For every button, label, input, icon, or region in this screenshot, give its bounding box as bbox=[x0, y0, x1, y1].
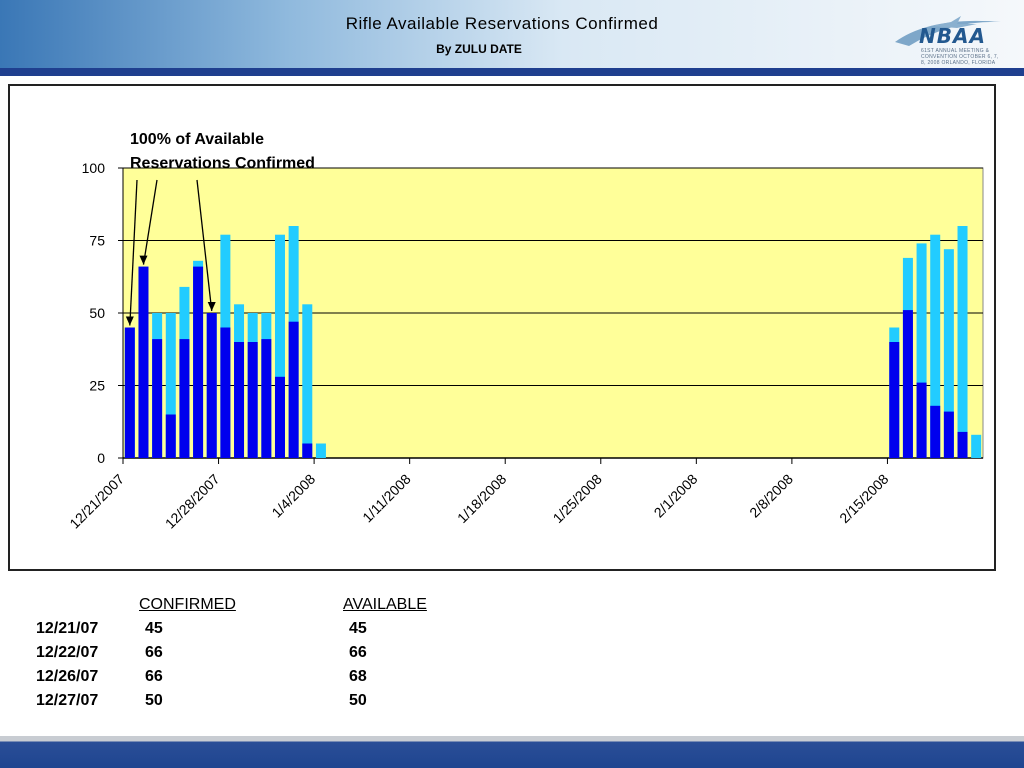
bar-confirmed bbox=[288, 321, 299, 458]
callout-arrow bbox=[196, 179, 213, 312]
row-confirmed: 45 bbox=[145, 620, 163, 637]
bar-confirmed bbox=[165, 414, 176, 458]
bar-confirmed bbox=[902, 310, 913, 458]
bar-available bbox=[957, 226, 968, 458]
callout-arrow bbox=[142, 179, 158, 265]
bar-available bbox=[971, 434, 982, 458]
bar-confirmed bbox=[930, 405, 941, 458]
bar-confirmed bbox=[193, 266, 204, 458]
logo-text: NBAA bbox=[919, 24, 986, 48]
callout-annotation: 100% of Available Reservations Confirmed bbox=[130, 128, 315, 176]
y-tick-label: 50 bbox=[89, 305, 105, 321]
row-available: 45 bbox=[349, 620, 367, 637]
header-stripe bbox=[0, 68, 1024, 76]
airplane-swoosh-icon bbox=[895, 16, 1001, 46]
bar-confirmed bbox=[124, 327, 135, 458]
bar-confirmed bbox=[247, 342, 258, 458]
callout-arrowhead bbox=[125, 316, 134, 326]
bar-confirmed bbox=[206, 313, 217, 458]
callout-arrowhead bbox=[139, 255, 148, 265]
row-date: 12/21/07 bbox=[36, 620, 99, 637]
bar-available bbox=[274, 234, 285, 458]
bar-confirmed bbox=[916, 382, 927, 458]
callout-arrow bbox=[129, 179, 138, 326]
x-tick-label: 1/25/2008 bbox=[550, 471, 606, 527]
header-confirmed: CONFIRMED bbox=[139, 596, 236, 613]
callout-line-1: 100% of Available bbox=[130, 131, 264, 148]
y-tick-label: 100 bbox=[82, 160, 106, 176]
header-available: AVAILABLE bbox=[343, 596, 427, 613]
row-confirmed: 66 bbox=[145, 644, 163, 661]
y-tick-label: 75 bbox=[89, 233, 105, 249]
table-row: 12/26/07 66 68 bbox=[0, 668, 500, 692]
row-available: 50 bbox=[349, 692, 367, 709]
callout-line-2: Reservations Confirmed bbox=[130, 155, 315, 172]
x-tick-label: 2/1/2008 bbox=[651, 471, 701, 521]
x-tick-label: 12/28/2007 bbox=[162, 471, 223, 532]
chart-subtitle: By ZULU DATE bbox=[436, 42, 522, 56]
header-banner bbox=[0, 0, 1024, 68]
x-tick-label: 12/21/2007 bbox=[66, 471, 127, 532]
bar-available bbox=[165, 313, 176, 458]
y-tick-label: 25 bbox=[89, 378, 105, 394]
x-tick-label: 2/8/2008 bbox=[746, 471, 796, 521]
x-tick-label: 1/4/2008 bbox=[268, 471, 318, 521]
bar-available bbox=[315, 443, 326, 458]
logo-subtitle: 61ST ANNUAL MEETING & CONVENTION OCTOBER… bbox=[921, 48, 999, 66]
bar-confirmed bbox=[220, 327, 231, 458]
table-row: 12/21/07 45 45 bbox=[0, 620, 500, 644]
bar-confirmed bbox=[943, 411, 954, 458]
row-date: 12/27/07 bbox=[36, 692, 99, 709]
row-available: 68 bbox=[349, 668, 367, 685]
bar-confirmed bbox=[179, 339, 190, 458]
bar-confirmed bbox=[957, 431, 968, 458]
bar-confirmed bbox=[138, 266, 149, 458]
footer-band bbox=[0, 736, 1024, 768]
bar-confirmed bbox=[274, 376, 285, 458]
bar-available bbox=[302, 304, 313, 458]
bar-confirmed bbox=[889, 342, 900, 458]
row-date: 12/26/07 bbox=[36, 668, 99, 685]
bar-confirmed bbox=[261, 339, 272, 458]
bar-confirmed bbox=[152, 339, 163, 458]
table-row: 12/22/07 66 66 bbox=[0, 644, 500, 668]
bar-available bbox=[930, 234, 941, 458]
bar-confirmed bbox=[302, 443, 313, 458]
table-row: 12/27/07 50 50 bbox=[0, 692, 500, 716]
row-date: 12/22/07 bbox=[36, 644, 99, 661]
x-tick-label: 2/15/2008 bbox=[836, 471, 892, 527]
bar-available bbox=[943, 249, 954, 458]
y-tick-label: 0 bbox=[97, 450, 105, 466]
nbaa-logo: NBAA 61ST ANNUAL MEETING & CONVENTION OC… bbox=[891, 12, 1006, 66]
callout-arrowhead bbox=[207, 302, 216, 311]
row-confirmed: 66 bbox=[145, 668, 163, 685]
bar-confirmed bbox=[234, 342, 245, 458]
x-tick-label: 1/18/2008 bbox=[454, 471, 510, 527]
bar-chart: 0 25 50 75 100 12/21/2007 12/28/2007 1/4/2008 1/… bbox=[66, 160, 984, 532]
row-available: 66 bbox=[349, 644, 367, 661]
row-confirmed: 50 bbox=[145, 692, 163, 709]
x-tick-label: 1/11/2008 bbox=[359, 471, 414, 526]
bar-available bbox=[916, 243, 927, 458]
